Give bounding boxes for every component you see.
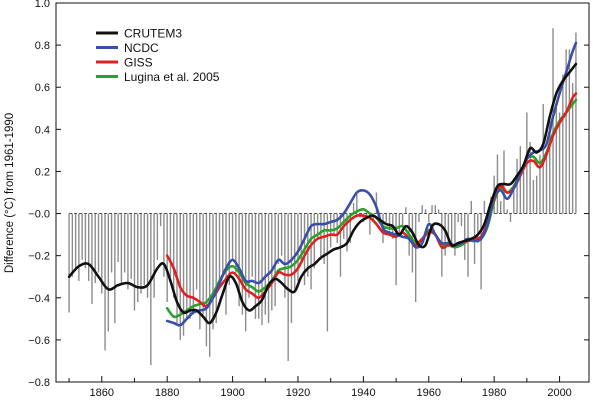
legend-label: NCDC [124,41,159,55]
x-tick-label: 1940 [351,387,375,399]
series-line-lugina-et-al-2005 [165,98,578,319]
y-tick-label: −0.8 [28,377,50,389]
legend-label: Lugina et al. 2005 [124,70,220,84]
annual-bars [68,28,577,366]
y-axis-label: Difference (°C) from 1961-1990 [4,113,16,273]
y-tick-label: 1.0 [35,0,50,10]
series-line-crutem3 [67,62,578,325]
y-tick-label: −0.2 [28,251,50,263]
y-tick-label: 0.4 [35,124,50,136]
series-line-giss [165,92,578,308]
x-tick-label: 1960 [417,387,441,399]
y-tick-label: 0.6 [35,82,50,94]
plot-frame [55,2,590,383]
y-tick-label: 0.8 [35,40,50,52]
series-line-ncdc [165,41,578,327]
legend-label: GISS [124,56,153,70]
y-axis: −0.8 −0.6 −0.4 −0.2 −0.0 0.2 0.4 0.6 0.8 1.0 [28,0,589,389]
x-tick-label: 2000 [547,387,571,399]
legend-label: CRUTEM3 [124,27,182,41]
series-lines [67,41,578,327]
y-tick-label: −0.0 [28,209,50,221]
y-tick-label: −0.6 [28,335,50,347]
x-tick-label: 1880 [155,387,179,399]
y-tick-label: 0.2 [35,166,50,178]
x-axis: 1860 1880 1900 1920 1940 1960 1980 2000 [68,376,572,399]
x-tick-label: 1900 [220,387,244,399]
y-tick-label: −0.4 [28,293,50,305]
x-tick-label: 1920 [286,387,310,399]
x-tick-label: 1860 [90,387,114,399]
x-tick-label: 1980 [482,387,506,399]
